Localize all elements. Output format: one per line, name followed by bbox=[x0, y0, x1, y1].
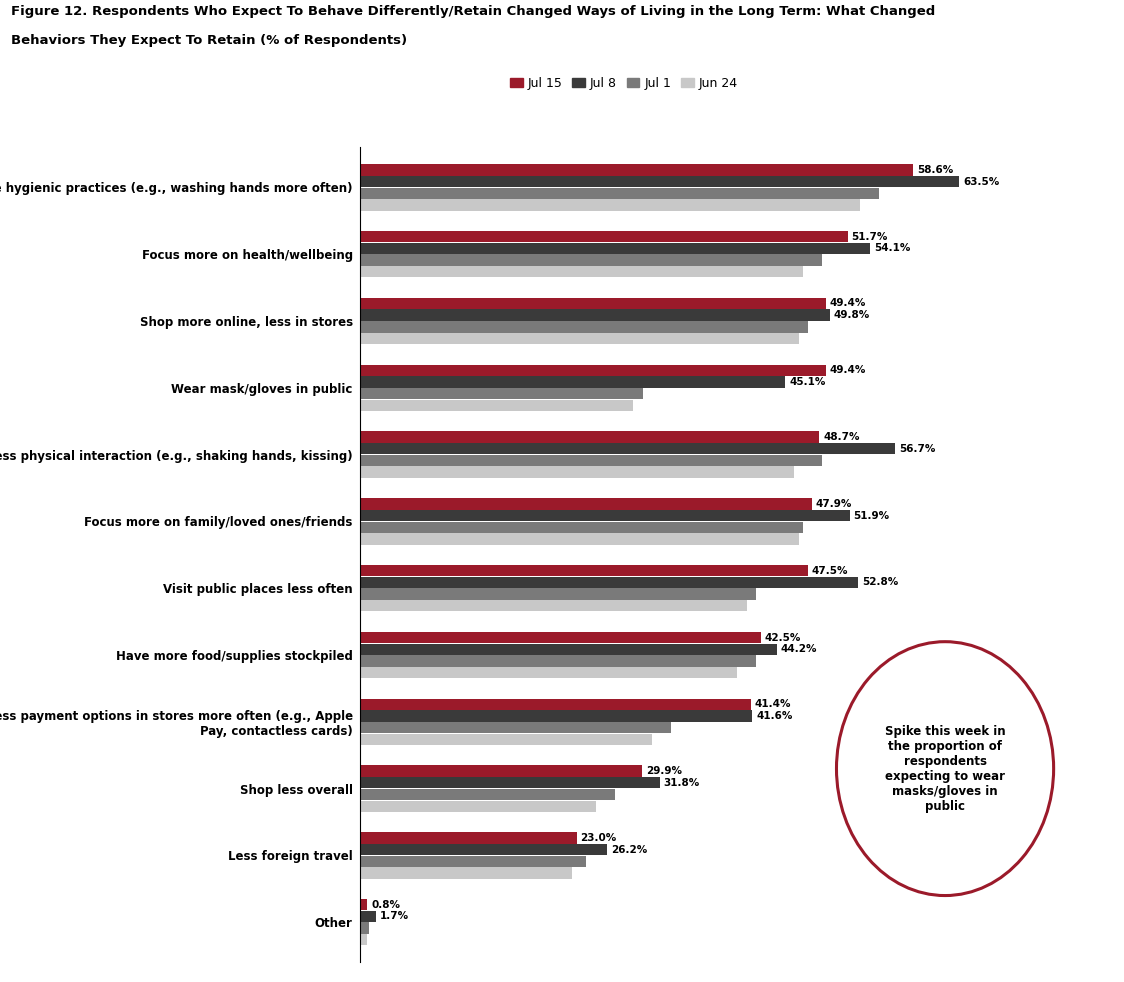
Text: 31.8%: 31.8% bbox=[663, 778, 700, 788]
Bar bbox=[360, 510, 850, 521]
Text: 47.9%: 47.9% bbox=[816, 499, 852, 509]
Bar bbox=[360, 934, 368, 946]
Bar bbox=[360, 388, 643, 400]
Bar bbox=[360, 266, 804, 277]
Text: 47.5%: 47.5% bbox=[812, 566, 849, 575]
Bar bbox=[360, 243, 870, 254]
Text: 63.5%: 63.5% bbox=[963, 177, 999, 187]
Bar bbox=[360, 789, 615, 800]
Bar bbox=[360, 199, 860, 210]
Text: 0.8%: 0.8% bbox=[371, 900, 400, 909]
Bar bbox=[360, 188, 879, 199]
Text: 52.8%: 52.8% bbox=[862, 577, 898, 587]
Text: 44.2%: 44.2% bbox=[781, 644, 817, 654]
Bar bbox=[360, 321, 808, 333]
Bar bbox=[360, 855, 587, 867]
Bar bbox=[360, 231, 847, 243]
Bar bbox=[360, 800, 596, 812]
Bar bbox=[360, 298, 826, 309]
Bar bbox=[360, 600, 746, 612]
Bar bbox=[360, 333, 799, 345]
Text: Figure 12. Respondents Who Expect To Behave Differently/Retain Changed Ways of L: Figure 12. Respondents Who Expect To Beh… bbox=[11, 5, 935, 18]
Bar bbox=[360, 631, 761, 643]
Text: 51.9%: 51.9% bbox=[853, 511, 889, 520]
Text: 49.8%: 49.8% bbox=[834, 310, 870, 320]
Bar bbox=[360, 364, 826, 376]
Text: 56.7%: 56.7% bbox=[899, 444, 935, 454]
Text: 23.0%: 23.0% bbox=[581, 833, 617, 843]
Bar bbox=[360, 833, 577, 844]
Bar bbox=[360, 431, 819, 443]
Bar bbox=[360, 922, 369, 934]
Text: 26.2%: 26.2% bbox=[610, 845, 647, 854]
Text: 51.7%: 51.7% bbox=[852, 232, 888, 242]
Bar bbox=[360, 533, 799, 545]
Text: 49.4%: 49.4% bbox=[830, 299, 867, 308]
Bar bbox=[360, 309, 830, 321]
Bar bbox=[360, 734, 652, 745]
Text: 48.7%: 48.7% bbox=[823, 432, 860, 442]
Text: Behaviors They Expect To Retain (% of Respondents): Behaviors They Expect To Retain (% of Re… bbox=[11, 34, 407, 47]
Legend: Jul 15, Jul 8, Jul 1, Jun 24: Jul 15, Jul 8, Jul 1, Jun 24 bbox=[505, 72, 743, 95]
Bar bbox=[360, 765, 642, 777]
Text: 29.9%: 29.9% bbox=[646, 766, 682, 776]
Bar bbox=[360, 655, 756, 667]
Text: Spike this week in
the proportion of
respondents
expecting to wear
masks/gloves : Spike this week in the proportion of res… bbox=[885, 725, 1005, 813]
Bar bbox=[360, 722, 671, 734]
Bar bbox=[360, 867, 572, 879]
Bar bbox=[360, 521, 804, 533]
Bar bbox=[360, 376, 786, 388]
Bar bbox=[360, 710, 752, 722]
Text: 41.4%: 41.4% bbox=[754, 699, 791, 709]
Bar bbox=[360, 910, 375, 922]
Bar bbox=[360, 466, 794, 478]
Text: 42.5%: 42.5% bbox=[764, 632, 801, 642]
Bar bbox=[360, 176, 959, 188]
Text: 54.1%: 54.1% bbox=[874, 244, 910, 253]
Bar bbox=[360, 576, 859, 588]
Bar bbox=[360, 164, 913, 176]
Bar bbox=[360, 667, 737, 679]
Bar bbox=[360, 443, 895, 455]
Bar bbox=[360, 643, 777, 655]
Bar bbox=[360, 588, 756, 600]
Bar bbox=[360, 698, 751, 710]
Bar bbox=[360, 565, 808, 576]
Text: 41.6%: 41.6% bbox=[756, 711, 792, 721]
Bar bbox=[360, 777, 660, 789]
Bar bbox=[360, 254, 823, 266]
Text: 49.4%: 49.4% bbox=[830, 365, 867, 375]
Bar bbox=[360, 400, 634, 411]
Bar bbox=[360, 900, 368, 910]
Bar bbox=[360, 844, 607, 855]
Text: 58.6%: 58.6% bbox=[917, 165, 953, 175]
Bar bbox=[360, 498, 812, 510]
Bar bbox=[360, 455, 823, 466]
Text: 1.7%: 1.7% bbox=[380, 911, 409, 921]
Text: 45.1%: 45.1% bbox=[789, 377, 826, 387]
